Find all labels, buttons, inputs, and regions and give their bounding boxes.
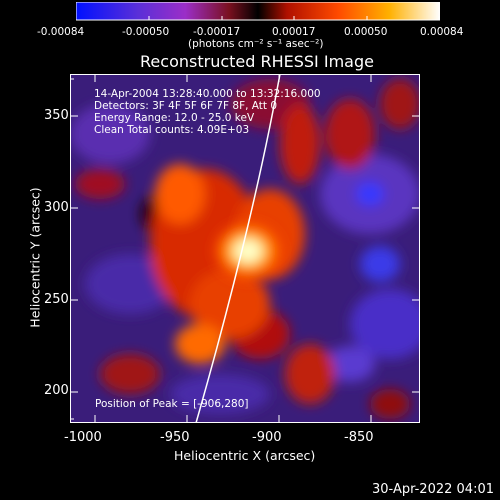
- y-tick-label: 250: [44, 292, 69, 307]
- y-axis-label: Heliocentric Y (arcsec): [27, 187, 43, 328]
- info-time-range: 14-Apr-2004 13:28:40.000 to 13:32:16.000: [94, 88, 321, 100]
- colorbar-tick-label: -0.00084: [37, 26, 85, 38]
- colorbar-tick-label: -0.00050: [122, 26, 170, 38]
- solar-limb: [195, 74, 281, 423]
- footer-date: 30-Apr-2022 04:01: [372, 482, 494, 497]
- y-tick-label: 200: [44, 383, 69, 398]
- x-tick-label: -1000: [64, 430, 102, 445]
- colorbar: [76, 2, 440, 21]
- info-counts: Clean Total counts: 4.09E+03: [94, 124, 250, 136]
- info-energy-range: Energy Range: 12.0 - 25.0 keV: [94, 112, 255, 124]
- colorbar-tick-label: 0.00084: [420, 26, 464, 38]
- x-tick-label: -850: [344, 430, 374, 445]
- y-tick-label: 350: [44, 108, 69, 123]
- colorbar-units: (photons cm⁻² s⁻¹ asec⁻²): [188, 38, 324, 50]
- plot-title: Reconstructed RHESSI Image: [140, 52, 374, 71]
- rhessi-image: [70, 74, 420, 423]
- x-tick-label: -950: [160, 430, 190, 445]
- y-tick-label: 300: [44, 200, 69, 215]
- info-detectors: Detectors: 3F 4F 5F 6F 7F 8F, Att 0: [94, 100, 278, 112]
- x-axis-label: Heliocentric X (arcsec): [174, 448, 316, 463]
- colorbar-tick-label: -0.00017: [193, 26, 241, 38]
- colorbar-tick-label: 0.00050: [344, 26, 388, 38]
- x-tick-label: -900: [252, 430, 282, 445]
- colorbar-tick-label: 0.00017: [272, 26, 316, 38]
- peak-position-label: Position of Peak = [-906,280]: [95, 398, 249, 410]
